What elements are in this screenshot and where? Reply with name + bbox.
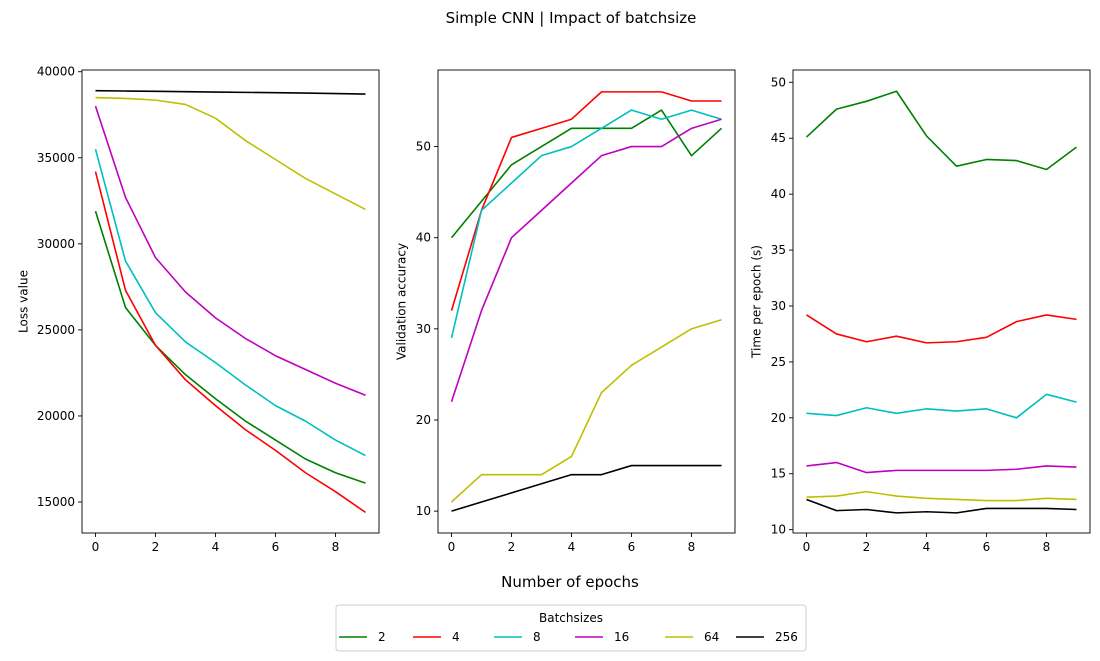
x-tick-label: 6 bbox=[628, 540, 636, 554]
x-tick-label: 0 bbox=[448, 540, 456, 554]
x-tick-label: 0 bbox=[92, 540, 100, 554]
y-tick-label: 30 bbox=[416, 322, 431, 336]
y-tick-label: 50 bbox=[771, 75, 786, 89]
series-line-2 bbox=[450, 109, 723, 239]
y-tick-label: 15 bbox=[771, 467, 786, 481]
legend-entry-8: 8 bbox=[494, 630, 541, 644]
y-tick-label: 15000 bbox=[37, 495, 75, 509]
y-tick-label: 30 bbox=[771, 299, 786, 313]
plot-frame bbox=[437, 69, 736, 534]
y-tick-label: 50 bbox=[416, 140, 431, 154]
series-line-16 bbox=[806, 461, 1077, 474]
y-tick-label: 25 bbox=[771, 355, 786, 369]
legend-entry-16: 16 bbox=[575, 630, 629, 644]
subplot-2: 0 2 4 6 8 10 20 30 40 50 Validation accuracy bbox=[394, 69, 736, 554]
x-tick-label: 2 bbox=[863, 540, 871, 554]
y-tick-label: 40000 bbox=[37, 65, 75, 79]
figure-xlabel: Number of epochs bbox=[501, 573, 639, 591]
y-tick-label: 40 bbox=[416, 231, 431, 245]
y-tick-label: 25000 bbox=[37, 323, 75, 337]
x-tick-label: 0 bbox=[803, 540, 811, 554]
series-line-16 bbox=[450, 118, 722, 403]
series-line-256 bbox=[451, 464, 722, 512]
legend-label: 64 bbox=[704, 630, 719, 644]
x-tick-label: 2 bbox=[152, 540, 160, 554]
plot-frame bbox=[792, 69, 1091, 534]
legend: Batchsizes 2 4 8 16 64 256 bbox=[335, 604, 807, 652]
y-tick-label: 35 bbox=[771, 243, 786, 257]
series-line-4 bbox=[806, 314, 1077, 344]
y-tick-label: 20 bbox=[416, 413, 431, 427]
legend-title: Batchsizes bbox=[539, 611, 603, 625]
x-tick-label: 4 bbox=[923, 540, 931, 554]
legend-label: 8 bbox=[533, 630, 541, 644]
y-tick-label: 30000 bbox=[37, 237, 75, 251]
x-tick-label: 8 bbox=[332, 540, 340, 554]
x-tick-label: 8 bbox=[1043, 540, 1051, 554]
legend-label: 4 bbox=[452, 630, 460, 644]
y-tick-label: 20 bbox=[771, 411, 786, 425]
y-tick-label: 10 bbox=[416, 504, 431, 518]
series-line-16 bbox=[94, 105, 366, 397]
series-line-64 bbox=[450, 318, 722, 503]
subplot-1: 0 2 4 6 8 15000 20000 25000 30000 35000 40000 Loss … bbox=[17, 65, 380, 554]
series-line-8 bbox=[94, 148, 366, 457]
series-line-64 bbox=[95, 96, 366, 211]
y-tick-label: 45 bbox=[771, 131, 786, 145]
legend-entry-4: 4 bbox=[413, 630, 460, 644]
legend-entry-64: 64 bbox=[665, 630, 719, 644]
y-tick-label: 40 bbox=[771, 187, 786, 201]
x-tick-label: 4 bbox=[212, 540, 220, 554]
series-line-256 bbox=[806, 498, 1077, 514]
legend-frame bbox=[335, 604, 807, 652]
series-line-2 bbox=[94, 210, 366, 484]
x-tick-label: 2 bbox=[508, 540, 516, 554]
subplot-3: 0 2 4 6 8 10 15 20 25 30 35 40 45 50 Time per epoch (s… bbox=[749, 69, 1091, 554]
y-axis-label: Validation accuracy bbox=[394, 243, 408, 360]
series-line-8 bbox=[450, 109, 722, 339]
legend-entry-2: 2 bbox=[339, 630, 386, 644]
series-line-64 bbox=[806, 490, 1077, 502]
figure-title: Simple CNN | Impact of batchsize bbox=[446, 9, 697, 27]
y-tick-label: 35000 bbox=[37, 151, 75, 165]
x-tick-label: 6 bbox=[272, 540, 280, 554]
legend-label: 256 bbox=[775, 630, 798, 644]
series-line-4 bbox=[94, 171, 366, 514]
plot-frame bbox=[81, 69, 380, 534]
x-tick-label: 6 bbox=[983, 540, 991, 554]
legend-entry-256: 256 bbox=[736, 630, 798, 644]
x-tick-label: 4 bbox=[568, 540, 576, 554]
y-axis-label: Loss value bbox=[17, 270, 31, 333]
series-line-4 bbox=[450, 91, 722, 311]
legend-label: 16 bbox=[614, 630, 629, 644]
x-tick-label: 8 bbox=[688, 540, 696, 554]
legend-label: 2 bbox=[378, 630, 386, 644]
y-axis-label: Time per epoch (s) bbox=[749, 245, 763, 359]
y-tick-label: 20000 bbox=[37, 409, 75, 423]
series-line-2 bbox=[805, 90, 1077, 171]
series-line-8 bbox=[806, 393, 1077, 419]
series-line-256 bbox=[95, 89, 366, 95]
y-tick-label: 10 bbox=[771, 523, 786, 537]
